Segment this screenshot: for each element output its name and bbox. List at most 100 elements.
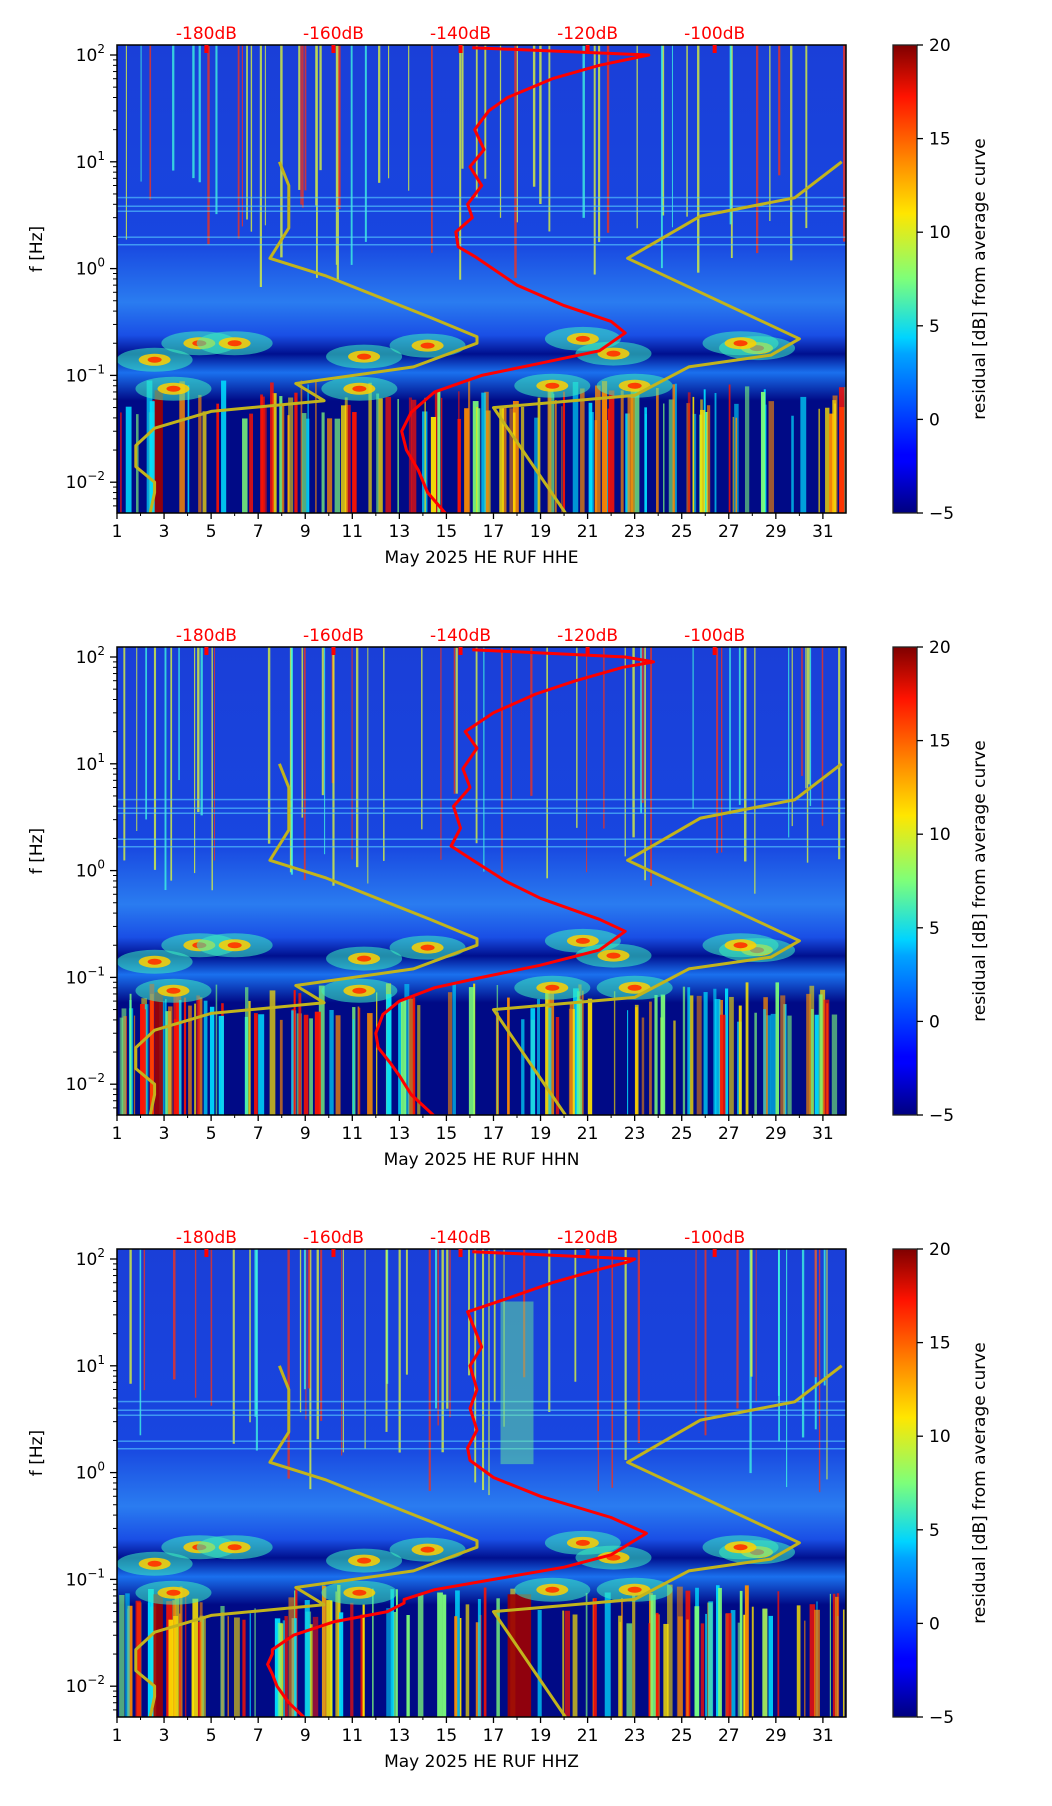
spectrogram-line [355,647,359,868]
spectrogram-streak [521,1019,525,1115]
spectrogram-streak [660,994,666,1115]
spectrogram-line [514,45,517,278]
spectrogram-streak [732,416,735,513]
spectrogram-streak [481,392,486,513]
spectrogram-streak [411,399,417,513]
spectrogram-line [207,45,210,245]
spectrogram-hline [117,1447,846,1450]
spectrogram-streak [424,397,426,513]
spectrogram-streak [569,1002,575,1115]
spectrogram-streak [677,1616,683,1717]
spectrogram-streak [430,416,436,513]
spectrogram-streak [173,1615,179,1717]
spectrogram-line [729,647,731,815]
spectrogram-streak [146,380,153,513]
x-tick-label: 13 [389,1124,411,1144]
spectrogram-line [198,45,201,183]
spectrogram-streak [627,396,634,513]
spectrogram-streak [129,993,132,1115]
x-tick-label: 17 [483,1124,505,1144]
spectrogram-streak [352,412,357,513]
spectrogram-line [791,647,793,827]
colorbar-tick-label: 20 [929,1240,951,1260]
spectrogram-line [316,1249,319,1440]
spectrogram-streak [766,1015,771,1115]
spectrogram-line [660,45,663,269]
colorbar-tick-label: 5 [929,1521,940,1541]
x-tick-label: 23 [624,1124,646,1144]
spectrogram-streak [242,418,248,513]
spectrogram-streak [818,408,821,513]
spectrogram-hline [117,838,846,840]
spectrogram-streak [548,1007,552,1115]
spectrogram-streak [682,986,686,1115]
spectrogram-streak [738,1005,742,1115]
spectrogram-streak [303,1014,309,1115]
spectrogram-line [586,647,588,873]
spectrogram-streak [648,1623,651,1717]
spectrogram-line [129,1249,132,1384]
x-tick-label: 3 [159,1124,170,1144]
spectrogram-line [178,647,180,781]
spectrogram-streak [604,1592,611,1717]
spectrogram-streak [457,418,461,513]
spectrogram-streak [194,1003,196,1115]
spectrogram-line [503,1249,505,1427]
spectrogram-streak [714,999,721,1115]
spectrogram-streak [396,1589,398,1717]
x-tick-label: 19 [530,522,552,542]
colorbar [892,1248,918,1718]
noise-model-curve [134,763,479,1115]
spectrogram-streak [218,1015,224,1115]
spectrogram-streak [386,1608,391,1717]
colorbar-tick-label: 0 [929,1012,940,1032]
x-tick-label: 17 [483,1726,505,1746]
spectrogram-blob-peak [147,958,162,965]
spectrogram-streak [692,413,697,513]
spectrogram-line [350,45,353,265]
spectrogram-line [483,647,485,872]
spectrogram-streak [148,1589,154,1717]
x-tick-label: 7 [253,1124,264,1144]
db-tick-mark [204,45,209,53]
spectrogram-streak [496,984,499,1115]
colorbar-tick-label: −5 [929,504,954,524]
spectrogram-line [488,1249,490,1496]
y-tick-label: 10−1 [66,362,105,386]
db-tick-mark [204,647,209,655]
spectrogram-line [254,1249,257,1417]
spectrogram-streak [390,1589,394,1717]
spectrogram-line [738,647,741,805]
spectrogram-streak [260,394,263,513]
spectrogram-streak [149,983,155,1115]
noise-model-curve [492,762,843,1115]
spectrogram-blob-peak [606,952,621,959]
spectrogram-hline [117,845,846,848]
spectrogram-streak [554,400,557,513]
spectrogram-line [814,1249,817,1378]
spectrogram-streak [687,987,691,1115]
spectrogram-line [805,647,807,789]
y-tick-label: 101 [76,751,105,775]
spectrogram-line [342,1249,344,1453]
spectrogram-streak [483,1587,487,1717]
spectrogram-line [662,45,665,216]
spectrogram-streak [135,1600,141,1717]
x-tick-label: 7 [253,1726,264,1746]
spectrogram-blob-peak [627,382,642,389]
spectrogram-streak [417,1593,424,1717]
db-tick-label: -140dB [430,1228,491,1248]
spectrogram-line [398,1249,401,1453]
spectrogram-line [139,1249,142,1436]
spectrogram-streak [537,397,541,513]
spectrogram-line [315,45,317,206]
spectrogram-line [351,647,353,860]
colorbar-tick-label: 20 [929,36,951,56]
spectrogram-streak [288,1597,295,1717]
spectrogram-streak [716,1585,720,1717]
spectrogram-streak [168,1619,174,1717]
spectrogram-line [449,1249,451,1418]
y-tick-label: 10−1 [66,964,105,988]
plot-area [117,45,846,513]
spectrogram-streak [791,415,794,513]
